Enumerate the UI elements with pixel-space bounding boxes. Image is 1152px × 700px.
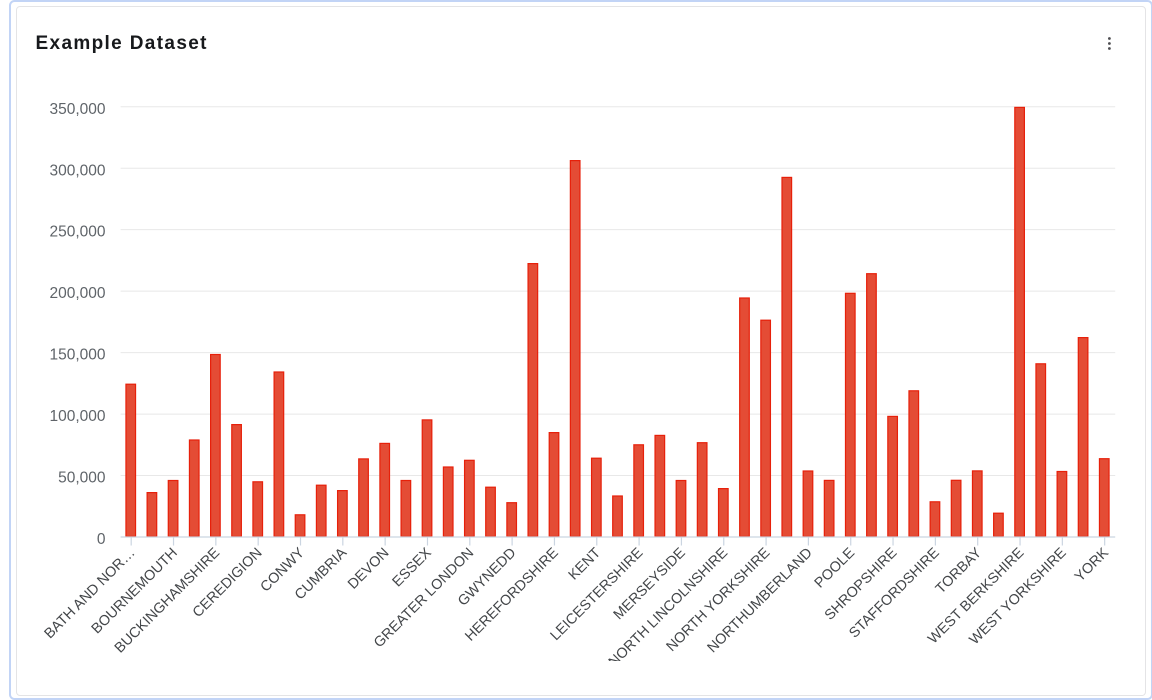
svg-text:DEVON: DEVON — [345, 545, 393, 593]
svg-text:100,000: 100,000 — [49, 408, 105, 425]
svg-text:0: 0 — [97, 531, 106, 548]
svg-text:300,000: 300,000 — [49, 162, 105, 179]
svg-text:YORK: YORK — [1072, 545, 1112, 585]
svg-text:KENT: KENT — [566, 545, 605, 584]
svg-text:200,000: 200,000 — [49, 285, 105, 302]
svg-text:250,000: 250,000 — [49, 224, 105, 241]
svg-text:150,000: 150,000 — [49, 347, 105, 364]
svg-text:350,000: 350,000 — [49, 101, 105, 118]
svg-text:50,000: 50,000 — [58, 470, 106, 487]
